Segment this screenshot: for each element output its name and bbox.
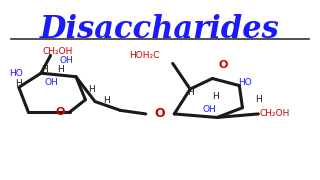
Text: CH₂OH: CH₂OH bbox=[43, 46, 73, 55]
Text: O: O bbox=[55, 107, 65, 117]
Text: O: O bbox=[155, 107, 165, 120]
Text: OH: OH bbox=[44, 78, 58, 87]
Text: H: H bbox=[57, 65, 63, 74]
Text: H: H bbox=[41, 65, 48, 74]
Text: OH: OH bbox=[202, 105, 216, 114]
Text: H: H bbox=[89, 85, 95, 94]
Text: O: O bbox=[219, 60, 228, 70]
Text: H: H bbox=[255, 95, 262, 104]
Text: CH₂OH: CH₂OH bbox=[260, 109, 290, 118]
Text: H: H bbox=[103, 96, 109, 105]
Text: H: H bbox=[187, 88, 194, 97]
Text: HOH₂C: HOH₂C bbox=[130, 51, 160, 60]
Text: HO: HO bbox=[9, 69, 23, 78]
Text: HO: HO bbox=[238, 78, 252, 87]
Text: Disaccharides: Disaccharides bbox=[40, 14, 280, 45]
Text: OH: OH bbox=[60, 56, 73, 65]
Text: H: H bbox=[212, 92, 219, 101]
Text: H: H bbox=[15, 79, 22, 88]
